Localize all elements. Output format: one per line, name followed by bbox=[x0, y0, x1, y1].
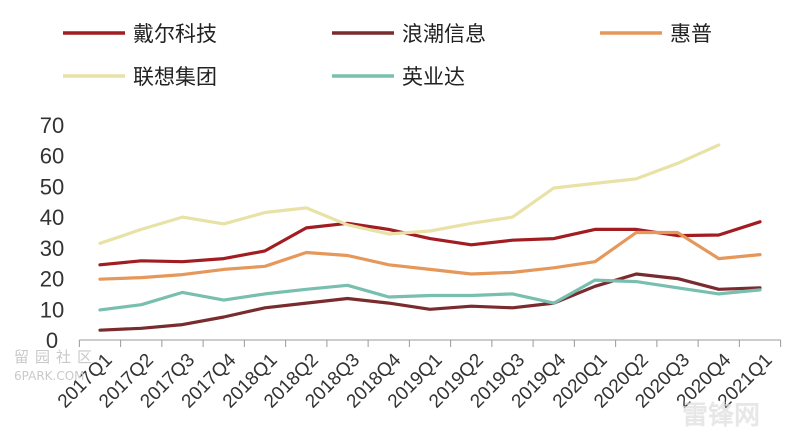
watermark-left-en: 6PARK.COM bbox=[14, 369, 85, 383]
legend-label-4: 英业达 bbox=[402, 65, 465, 89]
legend-label-2: 惠普 bbox=[670, 22, 712, 46]
y-tick-label: 70 bbox=[40, 113, 64, 138]
legend-label-1: 浪潮信息 bbox=[402, 22, 486, 46]
series-line-3 bbox=[98, 143, 721, 245]
y-tick-label: 20 bbox=[40, 267, 64, 292]
watermark-left-cn: 留园社区 bbox=[14, 348, 98, 366]
series-line-0 bbox=[98, 220, 762, 267]
x-axis: 2017Q12017Q22017Q32017Q42018Q12018Q22018… bbox=[54, 339, 782, 412]
y-tick-label: 40 bbox=[40, 205, 64, 230]
series-line-4 bbox=[98, 278, 762, 312]
y-axis: 0 10 20 30 40 50 60 70 bbox=[40, 113, 64, 353]
legend-label-0: 戴尔科技 bbox=[133, 22, 217, 46]
y-tick-label: 30 bbox=[40, 236, 64, 261]
watermarks: 留园社区 6PARK.COM 雷锋网 bbox=[14, 348, 760, 431]
series-lines bbox=[98, 143, 762, 332]
y-tick-label: 60 bbox=[40, 144, 64, 169]
watermark-right: 雷锋网 bbox=[682, 401, 760, 431]
y-tick-label: 10 bbox=[40, 297, 64, 322]
series-line-2 bbox=[98, 230, 762, 281]
legend-label-3: 联想集团 bbox=[133, 65, 217, 89]
series-line-1 bbox=[98, 272, 762, 332]
y-tick-label: 0 bbox=[46, 328, 58, 353]
y-tick-label: 50 bbox=[40, 174, 64, 199]
